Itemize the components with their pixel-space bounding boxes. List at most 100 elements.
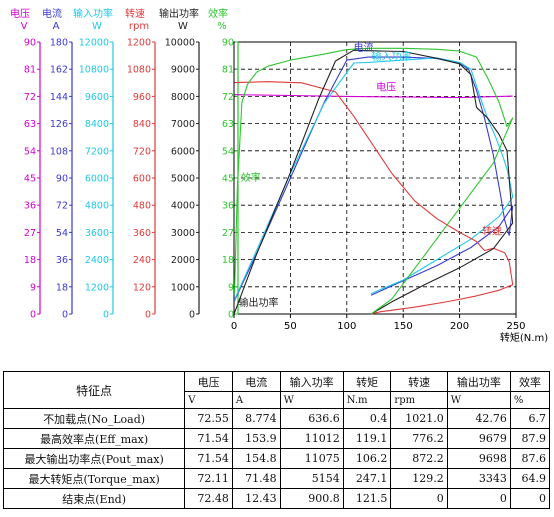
cell-voltage: 71.54 bbox=[184, 448, 233, 469]
col-unit-voltage: V bbox=[184, 391, 233, 409]
y-axis-unit-current: A bbox=[53, 21, 60, 32]
cell-speed: 129.2 bbox=[390, 468, 448, 489]
y-tick-label-eff: 36 bbox=[222, 201, 234, 212]
col-header-output-power: 输出功率 bbox=[446, 371, 511, 392]
y-tick-label-voltage: 90 bbox=[24, 38, 36, 49]
cell-torque: 119.1 bbox=[342, 428, 392, 449]
y-axis-unit-voltage: V bbox=[21, 21, 28, 32]
cell-output-power: 9679 bbox=[446, 428, 511, 449]
y-axis-name-speed: 转速 bbox=[125, 7, 145, 20]
x-tick-label: 50 bbox=[284, 321, 297, 332]
y-tick-label-speed: 600 bbox=[133, 174, 151, 185]
y-tick-label-pout: 8000 bbox=[171, 92, 195, 103]
y-tick-label-current: 54 bbox=[56, 228, 68, 239]
series-line-eff bbox=[233, 47, 514, 315]
y-tick-label-speed: 960 bbox=[133, 92, 151, 103]
table-row: 不加载点(No_Load) 72.55 8.774 636.6 0.4 1021… bbox=[2, 408, 551, 429]
x-tick-label: 150 bbox=[394, 321, 413, 332]
y-axis-name-pout: 输出功率 bbox=[159, 7, 199, 20]
y-tick-label-eff: 90 bbox=[222, 38, 234, 49]
y-tick-label-voltage: 45 bbox=[24, 174, 36, 185]
series-label-voltage: 电压 bbox=[376, 80, 396, 93]
y-tick-label-speed: 240 bbox=[133, 255, 151, 266]
table-header-row: 特征点 电压 电流 输入功率 转矩 转速 输出功率 效率 bbox=[2, 371, 551, 409]
y-tick-label-current: 36 bbox=[56, 255, 68, 266]
col-unit-output-power: W bbox=[446, 391, 511, 409]
y-tick-label-eff: 27 bbox=[222, 228, 234, 239]
y-tick-label-voltage: 54 bbox=[24, 146, 36, 157]
y-tick-label-voltage: 27 bbox=[24, 228, 36, 239]
y-tick-label-speed: 840 bbox=[133, 119, 151, 130]
motor-performance-chart: 0 50 100 150 200 250转矩(N.m)电压V091827364554637… bbox=[10, 7, 548, 344]
y-tick-label-eff: 9 bbox=[228, 282, 234, 293]
y-tick-label-eff: 72 bbox=[222, 92, 234, 103]
y-tick-label-speed: 720 bbox=[133, 146, 151, 157]
col-header-current: 电流 bbox=[231, 371, 281, 392]
y-tick-label-pout: 1000 bbox=[171, 282, 195, 293]
y-tick-label-pin: 12000 bbox=[79, 38, 109, 49]
y-tick-label-speed: 1080 bbox=[127, 65, 151, 76]
series-label-eff: 效率 bbox=[241, 171, 261, 184]
y-axis-name-eff: 效率 bbox=[208, 7, 228, 20]
y-tick-label-voltage: 63 bbox=[24, 119, 36, 130]
cell-voltage: 71.54 bbox=[184, 428, 233, 449]
series-label-speed: 转速 bbox=[482, 225, 502, 238]
y-tick-label-speed: 1200 bbox=[127, 38, 151, 49]
series-line-current bbox=[234, 56, 514, 301]
cell-output-power: 3343 bbox=[446, 468, 511, 489]
y-tick-label-pout: 3000 bbox=[171, 228, 195, 239]
y-tick-label-current: 126 bbox=[50, 119, 68, 130]
row-label: 结束点(End) bbox=[2, 488, 186, 509]
cell-input-power: 636.6 bbox=[279, 408, 344, 429]
col-header-efficiency: 效率 bbox=[509, 371, 551, 392]
series-line-voltage bbox=[234, 94, 513, 99]
y-tick-label-current: 18 bbox=[56, 282, 68, 293]
table-row: 最大转矩点(Torque_max) 72.11 71.48 5154 247.1… bbox=[2, 468, 551, 489]
series-label-pin: 输入功率 bbox=[372, 50, 412, 63]
y-tick-label-voltage: 0 bbox=[30, 310, 36, 321]
y-tick-label-current: 180 bbox=[50, 38, 68, 49]
cell-voltage: 72.55 bbox=[184, 408, 233, 429]
cell-input-power: 11075 bbox=[279, 448, 344, 469]
y-tick-label-pout: 10000 bbox=[165, 38, 195, 49]
cell-voltage: 72.48 bbox=[184, 488, 233, 509]
y-axis-name-pin: 输入功率 bbox=[73, 7, 113, 20]
cell-voltage: 72.11 bbox=[184, 468, 233, 489]
x-axis-label: 转矩(N.m) bbox=[500, 331, 548, 344]
cell-input-power: 5154 bbox=[279, 468, 344, 489]
cell-output-power: 42.76 bbox=[446, 408, 511, 429]
y-tick-label-pout: 6000 bbox=[171, 146, 195, 157]
table-row: 最高效率点(Eff_max) 71.54 153.9 11012 119.1 7… bbox=[2, 428, 551, 449]
y-tick-label-current: 72 bbox=[56, 201, 68, 212]
y-tick-label-pout: 9000 bbox=[171, 65, 195, 76]
cell-torque: 121.5 bbox=[342, 488, 392, 509]
y-tick-label-pin: 9600 bbox=[85, 92, 109, 103]
y-tick-label-pout: 2000 bbox=[171, 255, 195, 266]
series-line-pin bbox=[233, 57, 514, 300]
col-header-voltage: 电压 bbox=[184, 371, 233, 392]
cell-current: 12.43 bbox=[231, 488, 281, 509]
y-axis-name-current: 电流 bbox=[42, 7, 62, 20]
y-tick-label-pin: 8400 bbox=[85, 119, 109, 130]
x-tick-label: 200 bbox=[450, 321, 469, 332]
x-tick-label: 250 bbox=[506, 321, 525, 332]
y-tick-label-voltage: 36 bbox=[24, 201, 36, 212]
y-tick-label-speed: 360 bbox=[133, 228, 151, 239]
series-line-pout bbox=[233, 49, 514, 315]
cell-efficiency: 6.7 bbox=[509, 408, 551, 429]
y-tick-label-eff: 54 bbox=[222, 146, 234, 157]
y-axis-unit-eff: % bbox=[217, 21, 227, 32]
col-unit-speed: rpm bbox=[390, 391, 448, 409]
y-tick-label-eff: 18 bbox=[222, 255, 234, 266]
y-axis-unit-pout: W bbox=[178, 21, 188, 32]
col-unit-torque: N.m bbox=[342, 391, 392, 409]
y-tick-label-speed: 120 bbox=[133, 282, 151, 293]
series-label-current: 电流 bbox=[354, 41, 374, 54]
cell-speed: 776.2 bbox=[390, 428, 448, 449]
y-tick-label-current: 90 bbox=[56, 174, 68, 185]
cell-efficiency: 87.9 bbox=[509, 428, 551, 449]
col-header-torque: 转矩 bbox=[342, 371, 392, 392]
cell-input-power: 900.8 bbox=[279, 488, 344, 509]
y-tick-label-current: 0 bbox=[62, 310, 68, 321]
y-tick-label-speed: 480 bbox=[133, 201, 151, 212]
